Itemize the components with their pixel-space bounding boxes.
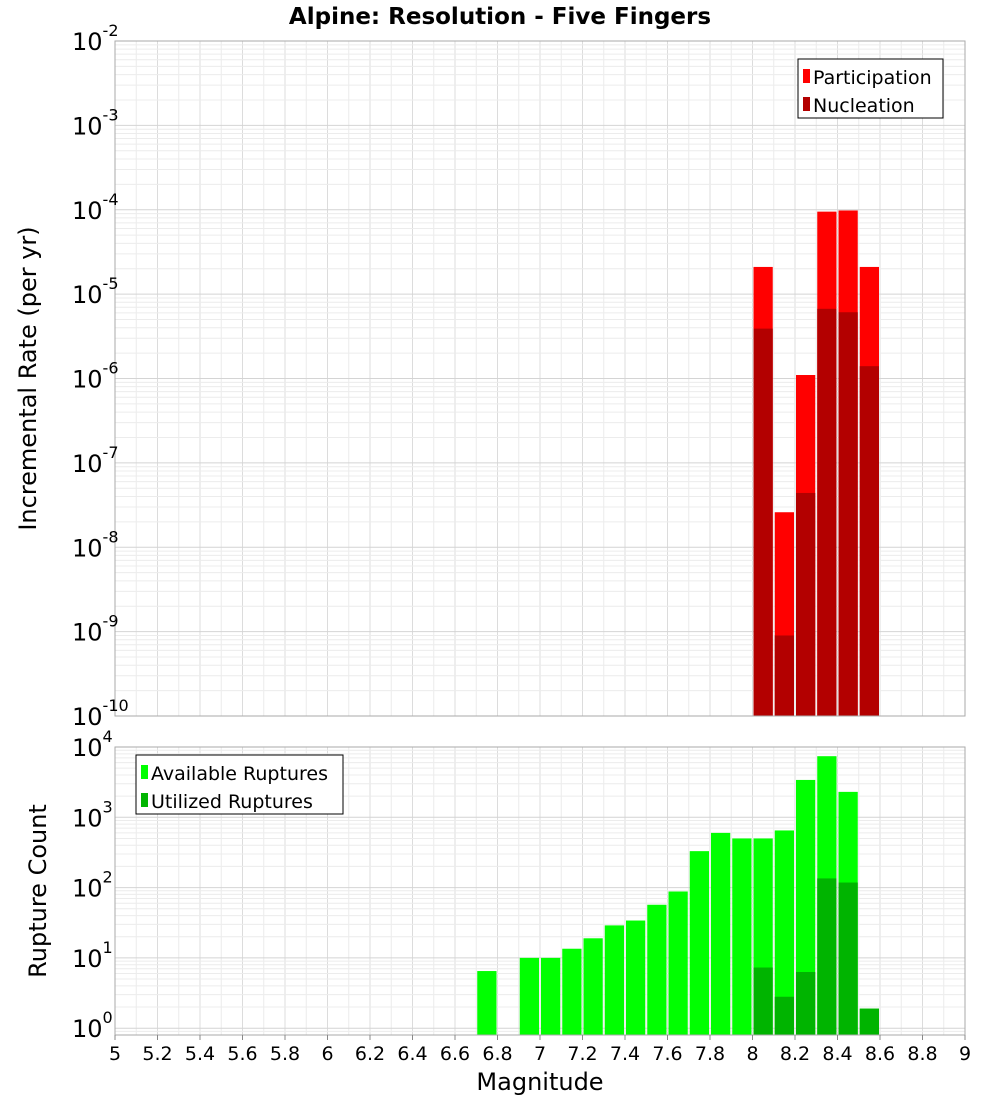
bar-nucleation [859, 366, 879, 716]
x-tick-label: 5.2 [142, 1043, 172, 1065]
legend-swatch [141, 793, 148, 807]
bar-utilized-ruptures [859, 1008, 879, 1035]
y-tick-label: 103 [72, 797, 113, 832]
bar-nucleation [774, 635, 794, 716]
bar-utilized-ruptures [796, 971, 816, 1035]
bar-available-ruptures [583, 938, 603, 1035]
x-tick-label: 7.4 [610, 1043, 640, 1065]
y-tick-label: 10-10 [72, 696, 129, 731]
x-tick-label: 6 [321, 1043, 333, 1065]
x-tick-label: 6.2 [355, 1043, 385, 1065]
top-y-tick-labels: 10-10 10-9 10-8 10-7 10-6 10-5 10-4 10-3 10-2 [72, 21, 129, 731]
bar-available-ruptures [604, 925, 624, 1035]
legend-label: Nucleation [813, 95, 915, 117]
y-tick-label: 10-6 [72, 359, 119, 394]
x-tick-label: 5 [109, 1043, 121, 1065]
bottom-y-tick-labels: 100 101 102 103 104 [72, 727, 113, 1043]
x-tick-label: 6.8 [482, 1043, 512, 1065]
bar-utilized-ruptures [817, 878, 837, 1035]
bar-available-ruptures [774, 830, 794, 1035]
bottom-legend: Available Ruptures Utilized Ruptures [135, 754, 344, 815]
top-bars [753, 210, 879, 716]
x-tick-labels: 5 5.2 5.4 5.6 5.8 6 6.2 6.4 6.6 6.8 7 7.2 7.4 7.6 7.8 8… [109, 1035, 971, 1065]
bar-available-ruptures [477, 971, 497, 1035]
x-axis-title: Magnitude [476, 1068, 603, 1096]
bar-nucleation [817, 308, 837, 716]
bar-utilized-ruptures [774, 996, 794, 1035]
bar-available-ruptures [626, 920, 646, 1035]
y-tick-label: 10-2 [72, 21, 119, 56]
y-tick-label: 10-5 [72, 274, 119, 309]
y-tick-label: 10-4 [72, 190, 119, 225]
legend-swatch [141, 765, 148, 779]
chart-title: Alpine: Resolution - Five Fingers [289, 4, 711, 30]
bar-available-ruptures [732, 838, 752, 1035]
bar-nucleation [753, 328, 773, 716]
x-tick-label: 8.8 [907, 1043, 937, 1065]
legend-swatch [803, 97, 810, 111]
x-tick-label: 5.6 [227, 1043, 257, 1065]
x-tick-label: 5.8 [270, 1043, 300, 1065]
bottom-y-axis-title: Rupture Count [24, 804, 52, 978]
legend-label: Utilized Ruptures [151, 791, 313, 813]
legend-box [797, 58, 944, 119]
legend-label: Available Ruptures [151, 763, 328, 785]
x-tick-label: 7.6 [652, 1043, 682, 1065]
top-y-axis-title: Incremental Rate (per yr) [14, 226, 42, 530]
x-tick-label: 6.6 [440, 1043, 470, 1065]
y-tick-label: 101 [72, 938, 113, 973]
bar-available-ruptures [796, 779, 816, 1035]
y-tick-label: 104 [72, 727, 113, 762]
x-tick-label: 8.4 [822, 1043, 852, 1065]
legend-box [135, 754, 344, 815]
top-grid [114, 40, 966, 717]
x-tick-label: 9 [959, 1043, 971, 1065]
bar-available-ruptures [711, 832, 731, 1035]
y-tick-label: 10-7 [72, 443, 119, 478]
bar-available-ruptures [562, 948, 582, 1035]
bar-nucleation [838, 312, 858, 716]
x-tick-label: 5.4 [185, 1043, 215, 1065]
top-panel: 10-10 10-9 10-8 10-7 10-6 10-5 10-4 10-3 10-2 In… [14, 21, 966, 731]
bar-utilized-ruptures [753, 967, 773, 1035]
x-tick-label: 8.6 [865, 1043, 895, 1065]
bar-available-ruptures [668, 891, 688, 1035]
bottom-grid [114, 746, 966, 1036]
legend-label: Participation [813, 67, 932, 89]
x-tick-label: 7 [534, 1043, 546, 1065]
bar-available-ruptures [541, 957, 561, 1035]
top-plot-frame [114, 40, 966, 717]
x-tick-label: 7.8 [695, 1043, 725, 1065]
x-tick-label: 8.2 [780, 1043, 810, 1065]
bar-nucleation [796, 492, 816, 716]
y-tick-label: 100 [72, 1008, 113, 1043]
y-tick-label: 10-3 [72, 105, 119, 140]
bottom-panel: 100 101 102 103 104 5 5.2 5.4 5.6 5.8 6 6.2 6.4 6.6 6… [24, 727, 971, 1096]
bar-available-ruptures [519, 957, 539, 1035]
bar-available-ruptures [689, 851, 709, 1035]
legend-swatch [803, 69, 810, 83]
y-tick-label: 10-8 [72, 527, 119, 562]
bar-utilized-ruptures [838, 882, 858, 1035]
bottom-bars [477, 756, 879, 1035]
x-tick-label: 7.2 [567, 1043, 597, 1065]
x-tick-label: 6.4 [397, 1043, 427, 1065]
top-legend: Participation Nucleation [797, 58, 944, 119]
x-tick-label: 8 [746, 1043, 758, 1065]
bar-available-ruptures [647, 904, 667, 1035]
y-tick-label: 102 [72, 868, 113, 903]
y-tick-label: 10-9 [72, 612, 119, 647]
